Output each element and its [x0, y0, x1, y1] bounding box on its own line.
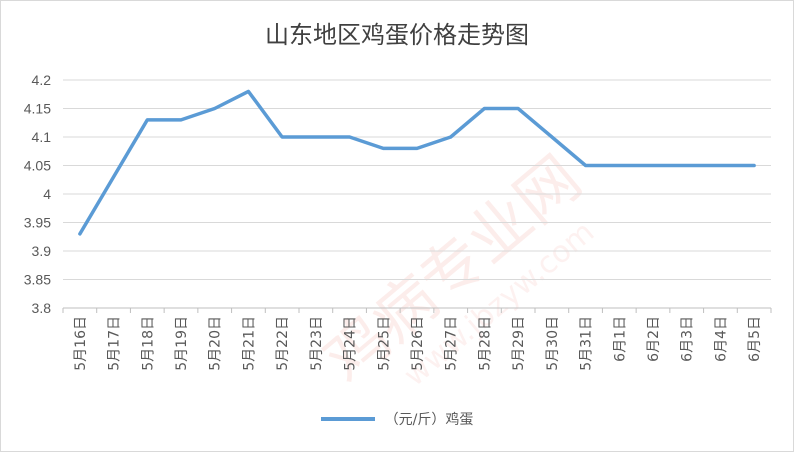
x-tick-label: 5月27日: [444, 316, 460, 371]
legend: （元/斤）鸡蛋: [1, 409, 793, 429]
x-tick-label: 5月26日: [410, 316, 426, 371]
legend-label: （元/斤）鸡蛋: [384, 412, 474, 428]
y-tick-label: 3.8: [32, 300, 52, 316]
y-tick-label: 3.95: [24, 215, 51, 231]
x-tick-label: 5月25日: [376, 316, 392, 371]
x-tick-label: 6月3日: [680, 316, 696, 362]
y-tick-label: 4.05: [24, 158, 51, 174]
x-tick-label: 6月5日: [747, 316, 763, 362]
y-tick-label: 4: [43, 186, 51, 202]
y-tick-label: 3.85: [24, 272, 51, 288]
y-tick-label: 3.9: [32, 243, 52, 259]
series-line: [78, 89, 756, 236]
x-tick-label: 5月23日: [309, 316, 325, 371]
x-tick-label: 5月21日: [241, 316, 257, 371]
legend-swatch: [320, 417, 375, 421]
x-tick-label: 5月30日: [545, 316, 561, 371]
y-tick-label: 4.2: [32, 72, 52, 88]
x-tick-label: 5月24日: [343, 316, 359, 371]
x-tick-label: 5月16日: [73, 316, 89, 371]
x-tick-label: 5月17日: [107, 316, 123, 371]
x-tick-label: 5月20日: [208, 316, 224, 371]
x-tick-label: 5月28日: [477, 316, 493, 371]
x-tick-label: 5月29日: [511, 316, 527, 371]
x-tick-label: 5月31日: [579, 316, 595, 371]
x-tick-label: 5月19日: [174, 316, 190, 371]
chart-title: 山东地区鸡蛋价格走势图: [265, 21, 529, 49]
x-tick-label: 5月22日: [275, 316, 291, 371]
x-tick-label: 6月4日: [713, 316, 729, 362]
x-tick-label: 6月2日: [646, 316, 662, 362]
x-tick-label: 6月1日: [612, 316, 628, 362]
x-tick-label: 5月18日: [140, 316, 156, 371]
y-tick-label: 4.1: [32, 129, 52, 145]
y-tick-label: 4.15: [24, 101, 51, 117]
